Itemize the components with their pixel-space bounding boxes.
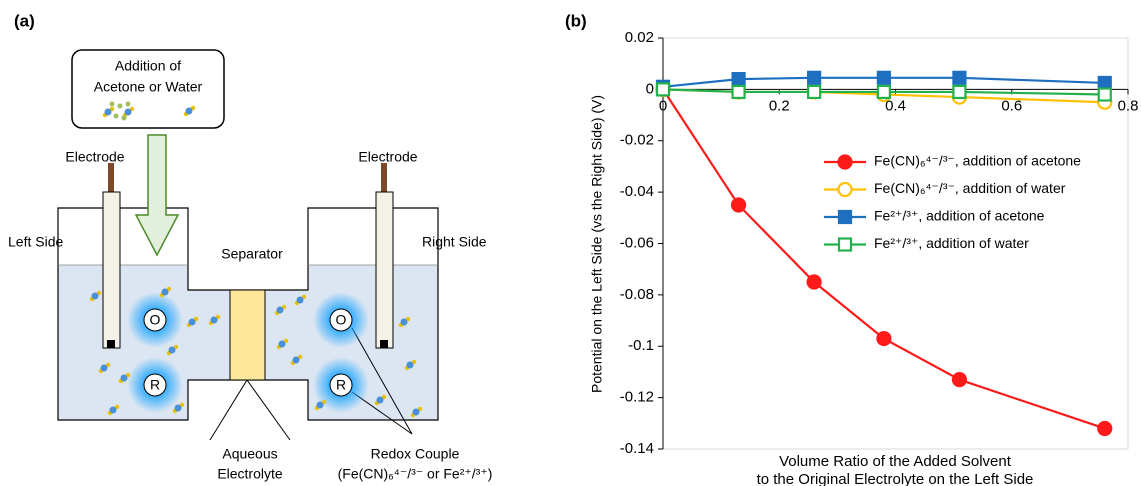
electrode-rod [108, 163, 114, 195]
marker [733, 86, 745, 98]
x-axis-label: to the Original Electrolyte on the Left … [757, 471, 1034, 486]
legend-marker [839, 156, 852, 169]
marker [808, 72, 820, 84]
marker [953, 373, 966, 386]
separator-label: Separator [221, 246, 283, 262]
species-label: R [336, 377, 346, 393]
redox-label: (Fe(CN)₆⁴⁻/³⁻ or Fe²⁺/³⁺) [338, 466, 493, 482]
molecule [105, 109, 112, 116]
marker [1099, 89, 1111, 101]
panel-label: (a) [14, 11, 35, 30]
molecule [413, 409, 420, 416]
molecule [126, 102, 131, 107]
molecule [110, 102, 115, 107]
y-tick-label: 0 [646, 80, 654, 97]
marker [808, 86, 820, 98]
electrode-tip [107, 340, 115, 348]
legend-label: Fe(CN)₆⁴⁻/³⁻, addition of water [874, 180, 1066, 196]
marker [877, 332, 890, 345]
series-line [663, 89, 1105, 428]
molecule [121, 375, 128, 382]
electrolyte-label: Electrolyte [217, 466, 283, 482]
species-label: O [336, 312, 347, 328]
diagram: (a) Addition of Acetone or Water Separat… [8, 11, 492, 481]
redox-label: Redox Couple [371, 446, 460, 462]
molecule [377, 397, 384, 404]
species-label: O [150, 312, 161, 328]
legend-label: Fe²⁺/³⁺, addition of acetone [874, 208, 1045, 224]
x-axis-label: Volume Ratio of the Added Solvent [779, 453, 1012, 470]
x-tick-label: 0.2 [769, 97, 790, 114]
molecule [162, 289, 169, 296]
molecule [211, 317, 218, 324]
molecule [101, 365, 108, 372]
separator [230, 290, 265, 380]
molecule [114, 114, 119, 119]
marker [733, 73, 745, 85]
marker [953, 72, 965, 84]
electrode-label: Electrode [65, 149, 124, 165]
molecule [401, 319, 408, 326]
electrode [376, 192, 393, 348]
legend-marker [839, 239, 851, 251]
molecule [293, 357, 300, 364]
molecule [186, 108, 193, 115]
molecule [169, 347, 176, 354]
molecule [189, 319, 196, 326]
y-tick-label: -0.1 [628, 337, 654, 354]
marker [1098, 422, 1111, 435]
legend-marker [839, 183, 852, 196]
species-label: R [150, 377, 160, 393]
molecule [279, 341, 286, 348]
pointer [210, 380, 290, 440]
molecule [297, 297, 304, 304]
y-tick-label: -0.08 [620, 286, 654, 303]
y-tick-label: 0.02 [625, 29, 654, 46]
addition-arrow [136, 135, 178, 255]
addition-text: Acetone or Water [94, 79, 203, 95]
y-tick-label: -0.02 [620, 132, 654, 149]
molecule [122, 116, 127, 121]
electrode-tip [380, 340, 388, 348]
y-tick-label: -0.06 [620, 234, 654, 251]
electrode [103, 192, 120, 348]
molecule [175, 405, 182, 412]
panel-label: (b) [565, 11, 587, 30]
electrode-label: Electrode [358, 149, 417, 165]
electrode-rod [381, 163, 387, 195]
marker [732, 198, 745, 211]
molecule [125, 109, 132, 116]
molecule [118, 104, 123, 109]
legend-marker [839, 211, 851, 223]
molecule [110, 407, 117, 414]
legend-label: Fe(CN)₆⁴⁻/³⁻, addition of acetone [874, 153, 1081, 169]
electrolyte-label: Aqueous [222, 446, 277, 462]
molecule [277, 307, 284, 314]
y-axis-label: Potential on the Left Side (vs the Right… [589, 95, 605, 393]
addition-text: Addition of [115, 58, 181, 74]
legend-label: Fe²⁺/³⁺, addition of water [874, 235, 1029, 251]
marker [1099, 77, 1111, 89]
y-tick-label: -0.14 [620, 440, 654, 457]
marker [878, 72, 890, 84]
y-tick-label: -0.04 [620, 183, 654, 200]
side-label: Left Side [8, 234, 63, 250]
y-tick-label: -0.12 [620, 389, 654, 406]
side-label: Right Side [422, 234, 487, 250]
marker [657, 83, 669, 95]
marker [808, 276, 821, 289]
x-tick-label: 0.8 [1118, 97, 1139, 114]
molecule [92, 293, 99, 300]
molecule [407, 362, 414, 369]
figure: (a) Addition of Acetone or Water Separat… [0, 0, 1141, 486]
marker [878, 86, 890, 98]
marker [953, 86, 965, 98]
molecule [317, 402, 324, 409]
x-tick-label: 0 [659, 97, 667, 114]
plot: (b) 0.02 0 -0.02 -0.04 -0.06 -0.08 -0.1 -0.12 -0.… [565, 11, 1138, 486]
